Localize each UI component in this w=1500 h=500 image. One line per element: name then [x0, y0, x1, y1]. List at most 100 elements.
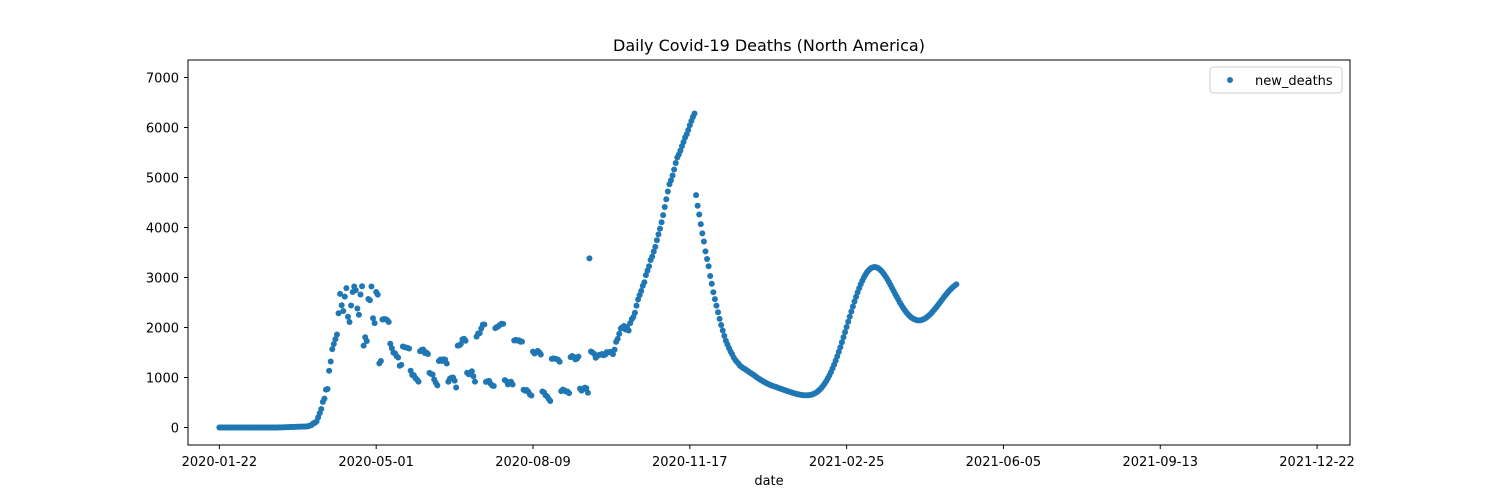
data-point — [352, 287, 359, 294]
data-point — [470, 373, 477, 380]
data-point — [481, 321, 488, 328]
data-point — [851, 298, 858, 305]
x-tick-label: 2020-05-01 — [338, 455, 414, 470]
data-point — [652, 243, 659, 250]
data-point — [842, 329, 849, 336]
data-point — [693, 192, 700, 199]
data-point — [346, 319, 353, 326]
data-point — [371, 320, 378, 327]
x-tick-label: 2021-12-22 — [1279, 455, 1355, 470]
data-point — [611, 346, 618, 353]
x-tick-label: 2020-08-09 — [495, 455, 571, 470]
y-tick-label: 6000 — [146, 122, 179, 137]
y-tick-label: 3000 — [146, 272, 179, 287]
data-point — [649, 253, 656, 260]
data-point — [642, 272, 649, 279]
data-point — [406, 345, 413, 352]
data-point — [490, 382, 497, 389]
data-point — [614, 335, 621, 342]
data-point — [685, 127, 692, 133]
data-point — [672, 160, 679, 166]
data-point — [631, 309, 638, 316]
data-point — [547, 398, 554, 405]
data-point — [694, 202, 701, 209]
legend-box — [1209, 66, 1343, 94]
data-point — [680, 139, 687, 145]
data-point — [451, 377, 458, 384]
x-tick-label: 2021-06-05 — [966, 455, 1042, 470]
data-point — [354, 305, 361, 312]
data-point — [509, 381, 516, 388]
x-tick-label: 2021-02-25 — [809, 455, 885, 470]
data-point — [848, 308, 855, 315]
data-point — [330, 341, 337, 347]
y-tick-label: 5000 — [146, 172, 179, 187]
data-point — [370, 315, 377, 322]
data-point — [837, 344, 844, 351]
data-point — [468, 368, 475, 375]
data-point — [519, 338, 526, 345]
data-point — [359, 283, 366, 290]
data-point — [697, 221, 704, 228]
data-point — [348, 302, 355, 309]
data-point — [457, 341, 464, 347]
data-point — [556, 358, 563, 365]
data-point — [667, 177, 674, 184]
data-point — [324, 386, 331, 392]
data-point — [332, 336, 339, 343]
data-point — [575, 353, 582, 360]
data-point — [586, 255, 593, 262]
y-tick-label: 4000 — [146, 222, 179, 237]
legend-marker — [1227, 77, 1233, 83]
data-point — [669, 172, 676, 179]
data-point — [953, 281, 960, 288]
data-point — [708, 280, 715, 287]
x-tick-label: 2020-11-17 — [652, 455, 728, 470]
data-point — [641, 279, 648, 286]
data-point — [699, 230, 706, 237]
x-tick-label: 2021-09-13 — [1122, 455, 1198, 470]
data-point — [318, 405, 325, 412]
data-point — [395, 354, 402, 361]
data-point — [424, 351, 431, 357]
data-point — [340, 308, 347, 315]
data-point — [677, 147, 684, 154]
data-point — [849, 303, 856, 310]
data-point — [663, 196, 670, 203]
data-point — [471, 378, 478, 385]
data-point — [326, 367, 333, 374]
data-point — [700, 238, 707, 245]
data-point — [661, 203, 668, 210]
data-point — [691, 110, 698, 117]
data-point — [838, 339, 845, 346]
data-point — [625, 327, 632, 334]
data-point — [566, 390, 573, 397]
data-point — [660, 212, 667, 219]
data-point — [434, 382, 441, 389]
data-point — [357, 291, 364, 298]
data-point — [443, 360, 450, 367]
y-axis-ticks: 0 1000 2000 3000 4000 5000 6000 7000 — [146, 72, 188, 437]
y-tick-label: 7000 — [146, 72, 179, 87]
data-point — [500, 320, 507, 327]
data-point — [366, 297, 373, 304]
data-point — [537, 351, 544, 358]
data-point — [721, 332, 728, 339]
data-point — [638, 287, 645, 294]
data-point — [653, 237, 660, 244]
data-point — [843, 323, 850, 330]
data-point — [368, 283, 375, 290]
data-point — [696, 211, 703, 218]
x-axis-ticks: 2020-01-22 2020-05-01 2020-08-09 2020-11-17… — [182, 445, 1355, 470]
data-point — [707, 273, 714, 279]
data-point — [337, 290, 344, 297]
data-point — [363, 338, 370, 345]
x-tick-label: 2020-01-22 — [182, 455, 258, 470]
y-tick-label: 1000 — [146, 372, 179, 387]
chart-title: Daily Covid-19 Deaths (North America) — [613, 36, 925, 55]
data-point — [355, 311, 362, 318]
data-point — [387, 340, 394, 347]
data-point — [671, 166, 678, 173]
data-point — [374, 291, 381, 298]
data-point — [835, 348, 842, 355]
